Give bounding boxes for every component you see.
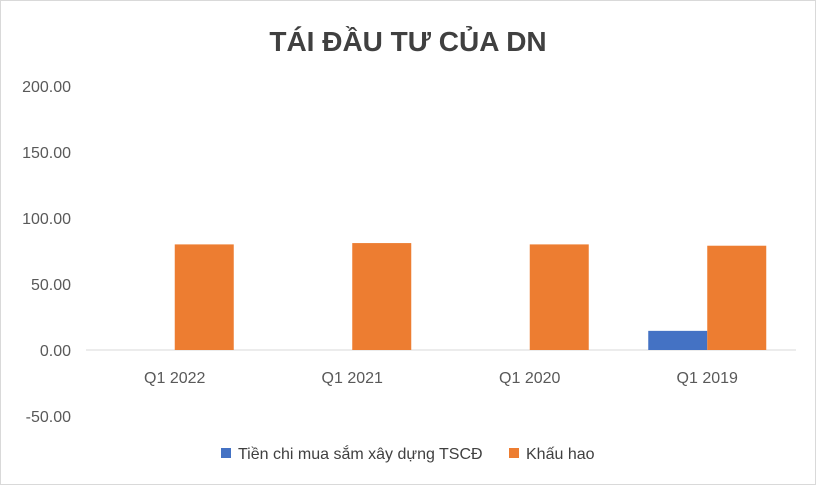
bar-khau-hao-1 (352, 243, 412, 350)
bars-group (174, 243, 767, 350)
y-tick-label: 50.00 (31, 277, 71, 294)
x-tick-label: Q1 2021 (322, 370, 383, 387)
y-tick-label: 100.00 (22, 211, 71, 228)
bar-khau-hao-3 (707, 245, 767, 350)
x-tick-label: Q1 2020 (499, 370, 560, 387)
y-tick-label: 0.00 (40, 343, 71, 360)
legend-swatch-1 (509, 448, 519, 458)
y-axis-ticks: 200.00 150.00 100.00 50.00 0.00 -50.00 (22, 79, 71, 426)
legend: Tiền chi mua sắm xây dựng TSCĐ Khấu hao (221, 444, 595, 463)
y-tick-label: 200.00 (22, 79, 71, 96)
legend-label-0: Tiền chi mua sắm xây dựng TSCĐ (238, 444, 483, 463)
y-tick-label: 150.00 (22, 145, 71, 162)
legend-label-1: Khấu hao (526, 446, 595, 463)
x-axis-ticks: Q1 2022 Q1 2021 Q1 2020 Q1 2019 (144, 370, 738, 387)
legend-swatch-0 (221, 448, 231, 458)
x-tick-label: Q1 2019 (677, 370, 738, 387)
chart-title: TÁI ĐẦU TƯ CỦA DN (269, 25, 546, 57)
bar-khau-hao-2 (529, 244, 589, 350)
y-tick-label: -50.00 (26, 409, 71, 426)
bar-khau-hao-0 (174, 244, 234, 350)
x-tick-label: Q1 2022 (144, 370, 205, 387)
bar-tscd-3 (648, 330, 708, 350)
